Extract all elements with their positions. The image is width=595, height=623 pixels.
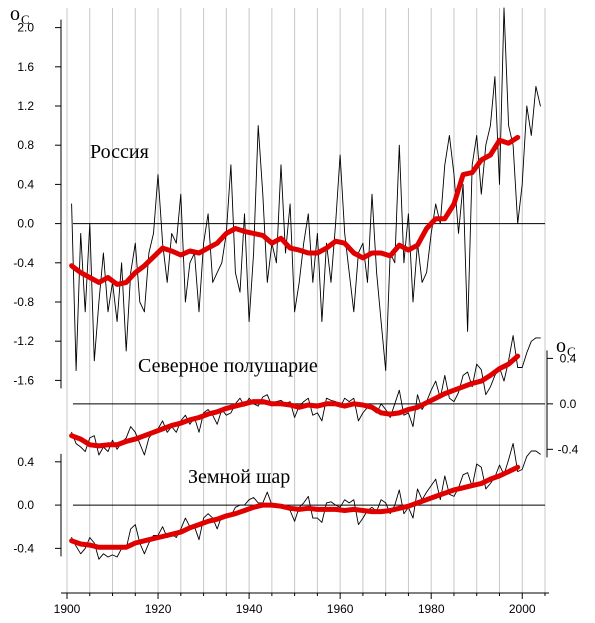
panel-1-y-tick-label-9: 2.0: [17, 21, 34, 35]
panel-3-smoothed-line: [69, 464, 521, 550]
x-tick-label-2000: 2000: [509, 602, 536, 616]
panel-2-unit-c: C: [567, 344, 576, 359]
panel-1-y-tick-label-5: 0.4: [17, 177, 34, 191]
panel-2-title: Северное полушарие: [138, 355, 318, 377]
panel-1-y-tick-label-2: -0.8: [13, 295, 34, 309]
panel-1-unit-c: C: [21, 12, 30, 27]
panel-1-smoothed-line: [69, 134, 521, 287]
panel-1-y-tick-label-3: -0.4: [13, 256, 34, 270]
panel-1-y-tick-label-0: -1.6: [13, 373, 34, 387]
x-tick-label-1900: 1900: [54, 602, 81, 616]
panel-3-title: Земной шар: [188, 466, 290, 488]
x-tick-label-1940: 1940: [236, 602, 263, 616]
panel-3-y-tick-label-0: -0.4: [13, 541, 34, 555]
x-tick-label-1980: 1980: [418, 602, 445, 616]
panel-1-y-tick-label-6: 0.8: [17, 138, 34, 152]
x-tick-label-1920: 1920: [145, 602, 172, 616]
panel-3-y-tick-label-2: 0.4: [17, 455, 34, 469]
panel-1-y-tick-label-1: -1.2: [13, 334, 34, 348]
x-tick-label-1960: 1960: [327, 602, 354, 616]
panel-1-title: Россия: [90, 141, 149, 163]
panel-1-unit-o: o: [10, 3, 20, 25]
panel-1-annual-line: [71, 7, 541, 372]
grid-layer: [66, 8, 546, 593]
panel-2-y-tick-label-0: -0.4: [558, 442, 579, 456]
panel-1-y-tick-label-7: 1.2: [17, 99, 34, 113]
panel-2-y-tick-label-2: 0.4: [560, 351, 577, 365]
panel-1-y-tick-label-8: 1.6: [17, 60, 34, 74]
panel-2-smoothed-line: [69, 353, 521, 449]
axes-layer: [55, 19, 553, 599]
panel-2-unit-o: o: [556, 335, 566, 357]
panel-2-annual-line: [71, 335, 541, 456]
panel-3-y-tick-label-1: 0.0: [17, 498, 34, 512]
panel-1-y-tick-label-4: 0.0: [17, 217, 34, 231]
labels-layer: 1900 1920 1940 1960 1980 2000 -1.6 -1.2 -0.8 -0.4…: [10, 3, 579, 616]
panel-2-y-tick-label-1: 0.0: [560, 397, 577, 411]
series-layer: [69, 7, 541, 560]
